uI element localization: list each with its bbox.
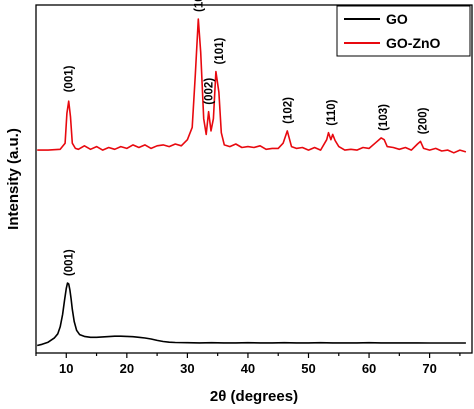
legend-label-go: GO [386,11,408,27]
x-axis: 10 20 30 40 50 60 70 [35,353,461,376]
peak-label: (110) [326,99,338,125]
peak-label: (103) [378,104,390,131]
x-tick-label: 20 [120,361,134,376]
series-layer [37,18,467,347]
legend-label-go-zno: GO-ZnO [386,35,441,51]
y-axis-label: Intensity (a.u.) [5,128,22,230]
peak-annotations: (001) (100) (002) (101) (102) (110) (103) (200)… [64,0,430,276]
series-line-go [37,282,466,347]
peak-label: (100) [193,0,205,12]
legend: GO GO-ZnO [336,5,471,57]
x-tick-label: 70 [422,361,436,376]
x-tick-label: 10 [59,361,73,376]
peak-label: (102) [282,97,294,124]
plot-frame [35,4,473,354]
peak-label: (001) [64,65,76,92]
x-tick-label: 30 [180,361,194,376]
peak-label: (001) [64,249,76,276]
x-tick-label: 60 [362,361,376,376]
x-tick-label: 40 [241,361,255,376]
peak-label: (101) [214,37,226,64]
peak-label: (200) [417,107,429,134]
x-axis-label: 2θ (degrees) [210,388,298,405]
legend-box [336,5,471,57]
peak-label: (002) [204,78,216,105]
series-line-go-zno [37,18,467,154]
x-tick-label: 50 [301,361,315,376]
